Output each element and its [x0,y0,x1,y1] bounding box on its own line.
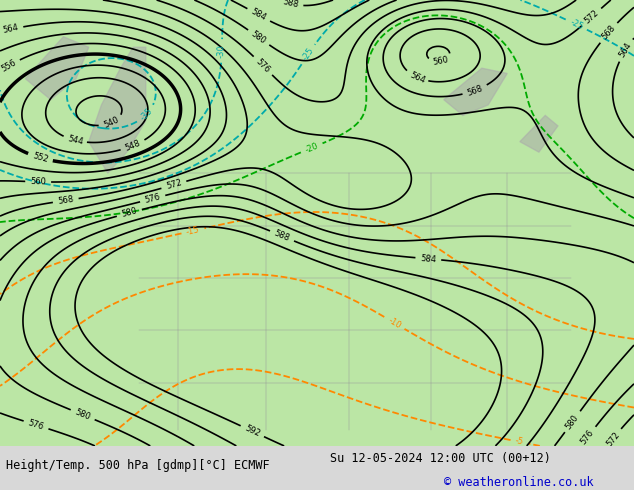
Text: 592: 592 [243,424,261,439]
Text: 560: 560 [30,177,46,187]
Polygon shape [444,68,507,116]
Text: 580: 580 [250,29,268,46]
Text: 576: 576 [144,192,162,205]
Text: 552: 552 [32,151,49,164]
Text: 572: 572 [604,430,621,448]
Text: Height/Temp. 500 hPa [gdmp][°C] ECMWF: Height/Temp. 500 hPa [gdmp][°C] ECMWF [6,459,270,472]
Text: -30: -30 [217,44,226,58]
Text: 584: 584 [250,7,268,23]
Text: -25: -25 [301,47,316,63]
Polygon shape [520,116,558,152]
Polygon shape [25,37,89,99]
Text: 572: 572 [583,8,600,26]
Text: 580: 580 [74,408,92,422]
Text: 576: 576 [27,418,45,432]
Text: 544: 544 [67,134,84,147]
Text: -20: -20 [304,141,320,155]
Text: -25: -25 [568,18,585,31]
Text: 580: 580 [120,206,138,219]
Text: 568: 568 [466,83,484,98]
Polygon shape [89,47,146,173]
Text: 548: 548 [124,139,142,153]
Text: 560: 560 [432,55,450,67]
Text: © weatheronline.co.uk: © weatheronline.co.uk [444,476,593,489]
Text: 576: 576 [254,57,272,74]
Text: 568: 568 [57,195,74,206]
Text: 568: 568 [600,24,617,42]
Text: -10: -10 [386,316,403,330]
Text: Su 12-05-2024 12:00 UTC (00+12): Su 12-05-2024 12:00 UTC (00+12) [330,452,550,465]
Text: 584: 584 [420,254,437,264]
Text: 576: 576 [579,428,596,446]
Text: 572: 572 [165,178,183,191]
Text: 588: 588 [281,0,299,10]
Text: 580: 580 [564,413,581,431]
Text: 556: 556 [0,58,18,74]
Text: -5: -5 [515,437,524,447]
Text: 540: 540 [102,116,120,130]
Text: 564: 564 [2,24,19,35]
Text: -35: -35 [138,106,154,122]
Text: -15: -15 [185,225,200,237]
Text: 588: 588 [273,229,291,243]
Text: 564: 564 [409,71,427,85]
Text: 564: 564 [618,41,633,59]
